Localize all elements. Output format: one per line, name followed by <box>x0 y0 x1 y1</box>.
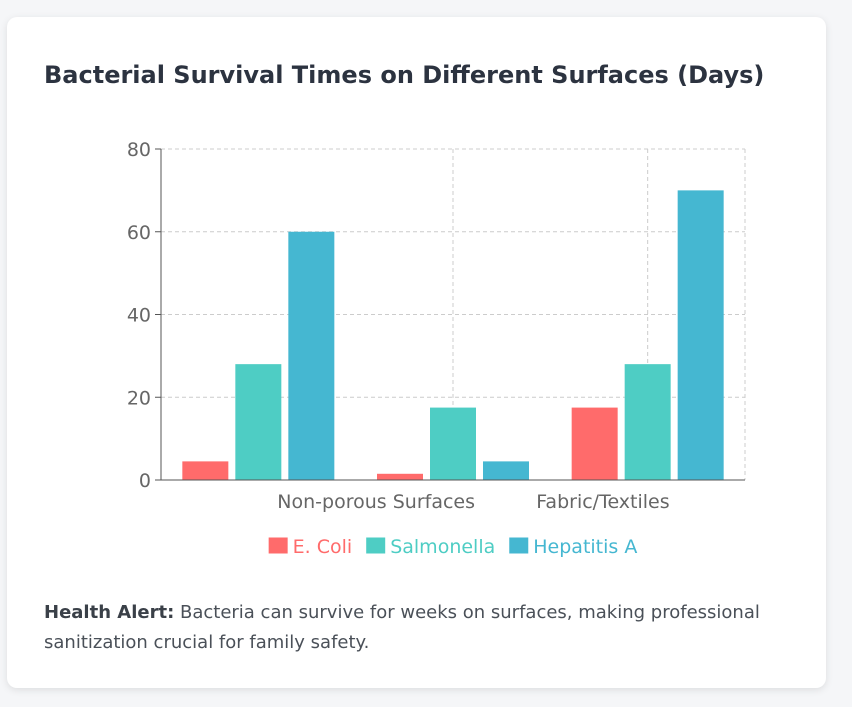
y-tick-label: 20 <box>127 387 151 409</box>
bar-e-coli <box>377 473 423 480</box>
health-alert-label: Health Alert: <box>44 602 175 623</box>
bar-e-coli <box>571 407 618 480</box>
bar-hepatitis-a <box>483 461 529 480</box>
x-tick-label: Non-porous Surfaces <box>277 491 475 513</box>
legend-swatch-hepatitis-a <box>509 537 529 554</box>
x-tick-label: Fabric/Textiles <box>536 491 669 513</box>
y-tick-label: 80 <box>127 139 151 161</box>
health-alert-text: Bacteria can survive for weeks on surfac… <box>44 602 760 653</box>
legend-label-salmonella: Salmonella <box>390 536 495 558</box>
y-tick-label: 40 <box>127 305 151 327</box>
legend-swatch-e-coli <box>268 537 288 554</box>
bar-salmonella <box>430 407 476 480</box>
bar-salmonella <box>235 364 282 480</box>
bar-chart: 0 20 40 60 80 Non-porous Surfaces Fabric/Texti… <box>127 139 746 558</box>
y-tick-label: 60 <box>127 222 151 244</box>
health-alert-note: Health Alert: Bacteria can survive for w… <box>44 598 789 658</box>
legend-label-e-coli: E. Coli <box>293 536 353 558</box>
bar-salmonella <box>624 364 671 480</box>
bar-hepatitis-a <box>677 190 724 480</box>
legend-swatch-salmonella <box>366 537 386 554</box>
bar-hepatitis-a <box>288 231 335 480</box>
y-tick-label: 0 <box>139 470 151 492</box>
chart-title: Bacterial Survival Times on Different Su… <box>44 61 765 89</box>
legend-label-hepatitis-a: Hepatitis A <box>533 536 637 558</box>
chart-card: Bacterial Survival Times on Different Su… <box>7 17 826 688</box>
bar-e-coli <box>182 461 229 480</box>
